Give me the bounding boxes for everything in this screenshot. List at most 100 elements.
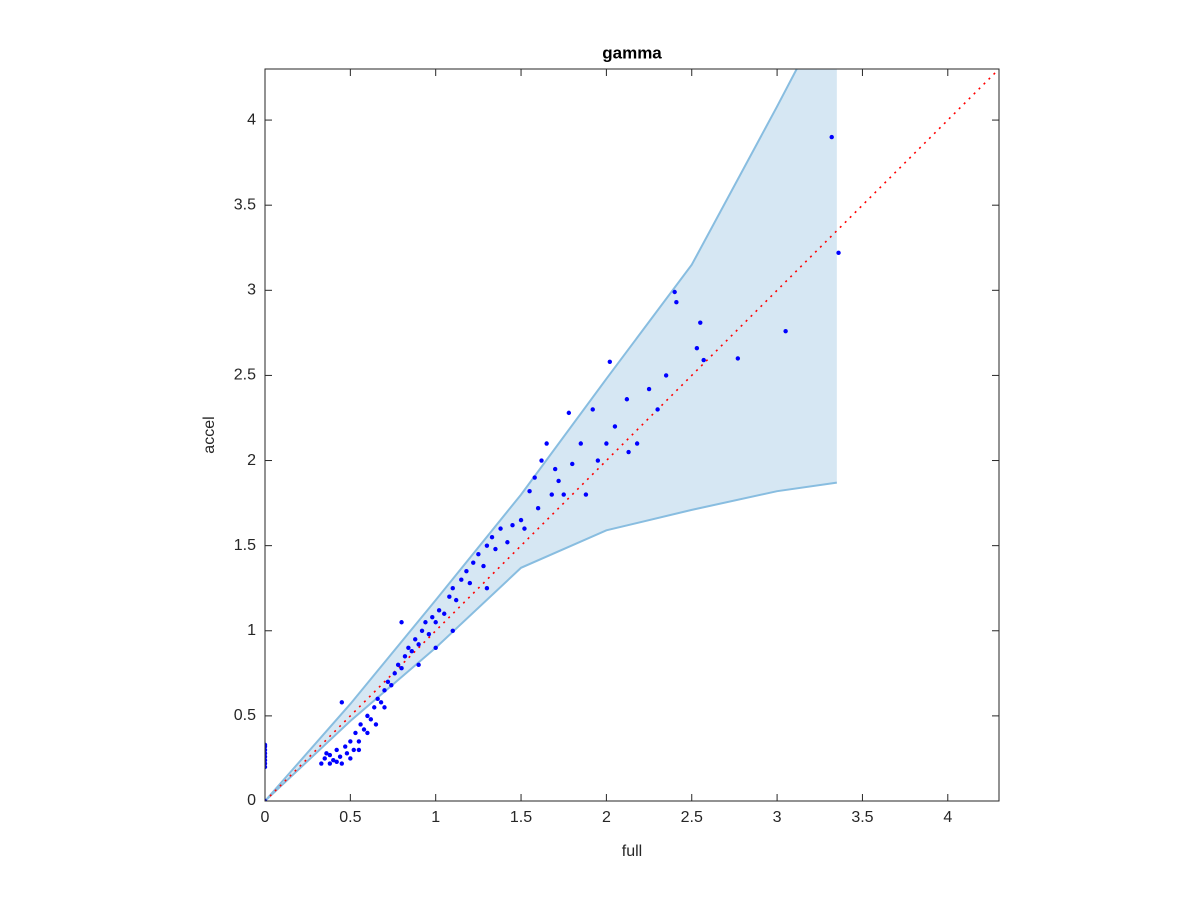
data-point — [532, 475, 537, 480]
data-point — [365, 730, 370, 736]
x-tick-label: 0 — [261, 809, 270, 826]
data-point — [334, 747, 339, 753]
data-point — [409, 648, 414, 654]
data-point — [583, 492, 589, 497]
data-point — [450, 628, 455, 633]
band-edge-upper — [265, 69, 798, 801]
data-point — [334, 759, 339, 765]
data-point — [339, 700, 345, 705]
data-point — [265, 761, 268, 766]
data-point — [624, 397, 630, 402]
data-point — [484, 543, 490, 548]
data-point — [535, 506, 541, 511]
data-point — [399, 666, 404, 671]
x-tick-label: 0.5 — [339, 809, 361, 826]
data-point — [331, 757, 336, 763]
data-point — [385, 679, 391, 685]
data-point — [265, 798, 268, 801]
data-point — [493, 546, 498, 552]
y-tick-label: 1.5 — [234, 537, 256, 554]
data-point — [607, 359, 613, 364]
data-point — [392, 671, 397, 676]
data-point — [416, 662, 421, 668]
data-point — [464, 568, 469, 574]
data-point — [416, 642, 421, 647]
data-point — [373, 722, 379, 727]
y-axis-label: accel — [201, 416, 218, 453]
data-point — [348, 739, 353, 744]
data-point — [351, 747, 356, 753]
data-point — [836, 250, 841, 256]
x-tick-label: 3.5 — [851, 809, 873, 826]
data-point — [406, 645, 411, 650]
confidence-band — [265, 69, 837, 801]
data-point — [356, 739, 362, 744]
data-point — [450, 586, 455, 591]
data-point — [510, 523, 515, 528]
data-point — [327, 761, 333, 766]
plot-area — [265, 69, 999, 801]
data-point — [604, 441, 609, 446]
y-tick-label: 0 — [247, 792, 256, 809]
data-point — [361, 727, 367, 732]
data-point — [327, 752, 333, 758]
y-tick-label: 3.5 — [234, 196, 256, 213]
data-point — [382, 705, 387, 710]
data-point — [476, 551, 481, 557]
data-point — [459, 577, 464, 582]
data-point — [265, 754, 268, 759]
data-point — [402, 654, 408, 659]
x-tick-label: 4 — [943, 809, 952, 826]
data-point — [484, 586, 490, 591]
data-point — [319, 761, 324, 766]
data-point — [566, 410, 572, 416]
band-edge-lower — [265, 481, 837, 801]
data-point — [694, 345, 700, 351]
data-point — [570, 461, 575, 467]
data-point — [265, 751, 268, 756]
y-tick-label: 4 — [247, 111, 256, 128]
data-point — [561, 492, 566, 497]
data-point — [701, 357, 706, 363]
data-point — [353, 730, 358, 736]
axes-box — [264, 68, 1000, 802]
data-point — [471, 560, 476, 565]
data-point — [356, 747, 362, 753]
data-point — [265, 764, 268, 770]
data-point — [556, 478, 561, 484]
data-point — [344, 751, 350, 756]
data-point — [389, 683, 394, 688]
data-point — [433, 645, 438, 650]
x-tick-label: 3 — [773, 809, 782, 826]
data-point — [735, 356, 741, 361]
data-point — [595, 458, 601, 463]
data-point — [552, 466, 558, 472]
data-point — [265, 742, 268, 748]
data-point — [343, 744, 348, 749]
data-point — [467, 580, 473, 586]
data-point — [430, 614, 435, 620]
data-point — [339, 761, 345, 766]
data-point — [265, 757, 268, 763]
data-point — [549, 492, 554, 497]
data-point — [634, 441, 640, 446]
data-point — [505, 540, 510, 545]
data-point — [783, 328, 788, 334]
data-point — [612, 424, 618, 429]
data-point — [382, 688, 387, 693]
y-tick-label: 3 — [247, 282, 256, 299]
x-tick-label: 1 — [431, 809, 440, 826]
data-point — [372, 705, 377, 710]
data-point — [399, 620, 404, 625]
chart-title: gamma — [602, 43, 662, 62]
data-point — [539, 458, 544, 463]
data-point — [522, 526, 527, 531]
x-tick-label: 1.5 — [510, 809, 532, 826]
data-point — [378, 700, 384, 705]
data-point — [413, 637, 418, 642]
y-tick-label: 0.5 — [234, 707, 256, 724]
data-point — [358, 722, 363, 727]
data-point — [698, 320, 703, 325]
data-point — [544, 441, 549, 446]
data-point — [447, 594, 452, 599]
